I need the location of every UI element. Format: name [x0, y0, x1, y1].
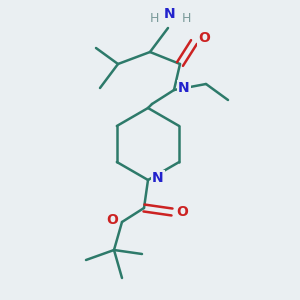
Text: H: H — [181, 11, 191, 25]
Text: O: O — [198, 31, 210, 45]
Text: N: N — [152, 171, 164, 185]
Text: N: N — [164, 7, 176, 21]
Text: O: O — [106, 213, 118, 227]
Text: H: H — [149, 11, 159, 25]
Text: O: O — [176, 205, 188, 219]
Text: N: N — [178, 81, 190, 95]
